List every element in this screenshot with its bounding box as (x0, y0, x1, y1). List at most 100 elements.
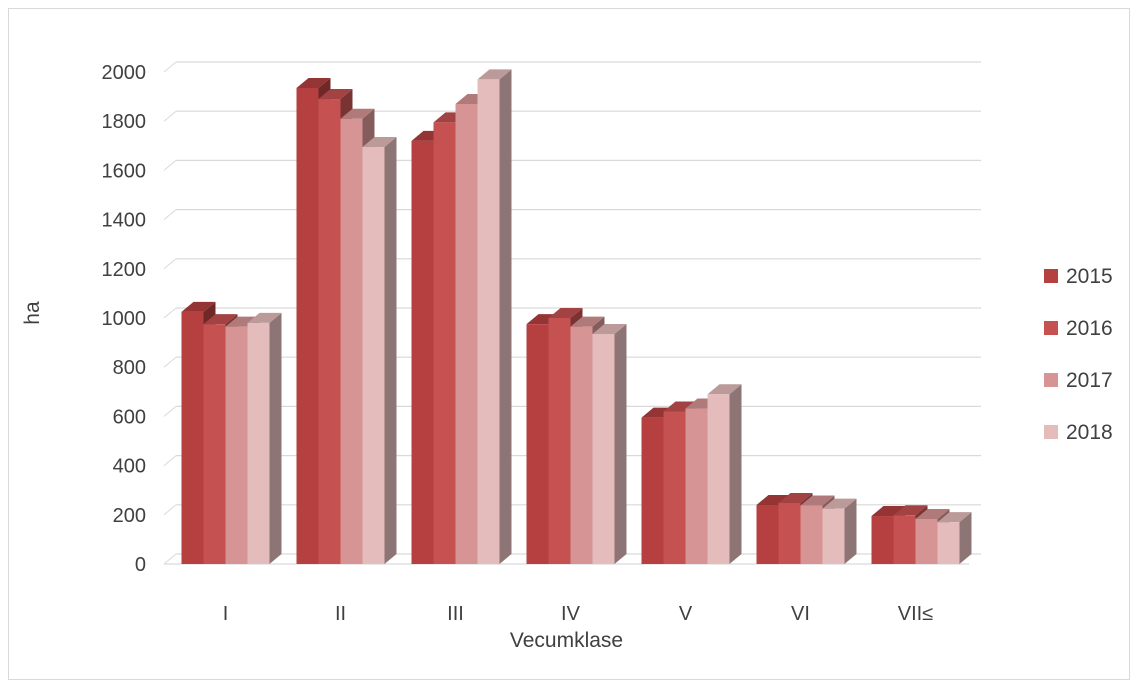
y-tick-labels: 0 200 400 600 800 1000 1200 1400 1600 1800 2000 (102, 62, 147, 576)
bar-top (340, 108, 375, 119)
bars (181, 69, 972, 565)
bar-top (778, 492, 813, 503)
bar-top (937, 512, 972, 523)
bar-VII≤-2018 (937, 512, 972, 564)
bar-top (893, 505, 928, 516)
bar-top (296, 77, 331, 88)
bar-front (570, 326, 593, 564)
y-tick-label: 1400 (102, 210, 147, 232)
bar-front (203, 324, 226, 564)
x-axis-title: Vecumklase (510, 629, 623, 652)
bar-top (247, 312, 282, 323)
bar-III-2018 (477, 69, 512, 564)
bar-front (822, 508, 845, 564)
bar-top (707, 384, 742, 395)
x-tick-label: I (223, 603, 229, 625)
bar-II-2018 (362, 137, 397, 564)
bar-top (915, 508, 950, 519)
legend-item-2018: 2018 (1044, 421, 1113, 444)
y-tick-label: 0 (135, 554, 146, 576)
x-tick-label: VI (791, 603, 810, 625)
bar-top (663, 401, 698, 412)
x-tick-label: VII≤ (898, 603, 933, 625)
bar-side (384, 137, 397, 564)
bar-side (499, 69, 512, 564)
gridline-diag (163, 258, 177, 270)
bar-front (800, 505, 823, 564)
bar-side (959, 512, 972, 564)
bar-front (937, 522, 960, 564)
bar-IV-2018 (592, 323, 627, 564)
bar-front (225, 326, 248, 564)
bar-top (203, 314, 238, 325)
bar-front (778, 502, 801, 564)
bar-top (225, 316, 260, 327)
bar-front (871, 516, 894, 564)
gridline-diag (163, 61, 177, 73)
bar-front (915, 518, 938, 564)
bar-front (455, 103, 478, 564)
gridline-diag (163, 455, 177, 466)
gridline-diag (163, 209, 177, 220)
gridline-diag (163, 406, 177, 417)
gridline-diag (163, 307, 177, 319)
y-tick-label: 1800 (102, 111, 147, 133)
legend-label: 2017 (1066, 369, 1113, 392)
x-tick-labels: I II III IV V VI VII≤ (223, 603, 934, 625)
bar-top (800, 495, 835, 506)
bar-V-2018 (707, 384, 742, 564)
bar-front (641, 417, 664, 564)
bar-front (685, 408, 708, 564)
gridline-diag (163, 110, 177, 122)
y-axis-title: ha (21, 301, 44, 325)
y-tick-label: 800 (113, 357, 146, 379)
gridline-diag (163, 356, 177, 368)
bar-front (707, 394, 730, 564)
bar-top (871, 506, 906, 517)
bar-top (477, 69, 512, 80)
bar-side (269, 312, 282, 564)
bar-top (362, 137, 397, 148)
bar-front (318, 99, 341, 564)
bar-front (893, 515, 916, 564)
bar-top (822, 498, 857, 509)
legend-label: 2018 (1066, 421, 1113, 444)
bar-front (548, 318, 571, 564)
bar-front (592, 333, 615, 564)
legend-swatch (1044, 321, 1058, 335)
bar-front (340, 118, 363, 565)
bar-front (756, 504, 779, 564)
y-tick-label: 200 (113, 505, 146, 527)
bar-front (247, 322, 270, 564)
bar-front (362, 147, 385, 564)
legend-swatch (1044, 425, 1058, 439)
x-tick-label: III (447, 603, 464, 625)
x-tick-label: IV (561, 603, 581, 625)
bar-side (729, 384, 742, 564)
y-tick-label: 600 (113, 406, 146, 428)
bar-top (548, 308, 583, 318)
bar-top (570, 316, 605, 327)
legend-item-2017: 2017 (1044, 369, 1113, 392)
bar-front (526, 324, 549, 564)
x-tick-label: II (335, 603, 346, 625)
y-tick-label: 1600 (102, 160, 147, 182)
bar-front (411, 140, 434, 564)
y-tick-label: 400 (113, 456, 146, 478)
gridline-diag (163, 504, 177, 516)
bar-top (756, 494, 791, 505)
bar-front (663, 411, 686, 564)
legend: 2015 2016 2017 2018 (1044, 265, 1113, 444)
bar-front (477, 79, 500, 564)
y-tick-label: 1200 (102, 259, 147, 281)
bar-front (433, 122, 456, 565)
bar-front (181, 311, 204, 564)
legend-item-2015: 2015 (1044, 265, 1113, 288)
legend-item-2016: 2016 (1044, 317, 1113, 340)
legend-swatch (1044, 373, 1058, 387)
bar-top (592, 323, 627, 334)
gridline-diag (163, 553, 177, 565)
x-tick-label: V (679, 603, 693, 625)
